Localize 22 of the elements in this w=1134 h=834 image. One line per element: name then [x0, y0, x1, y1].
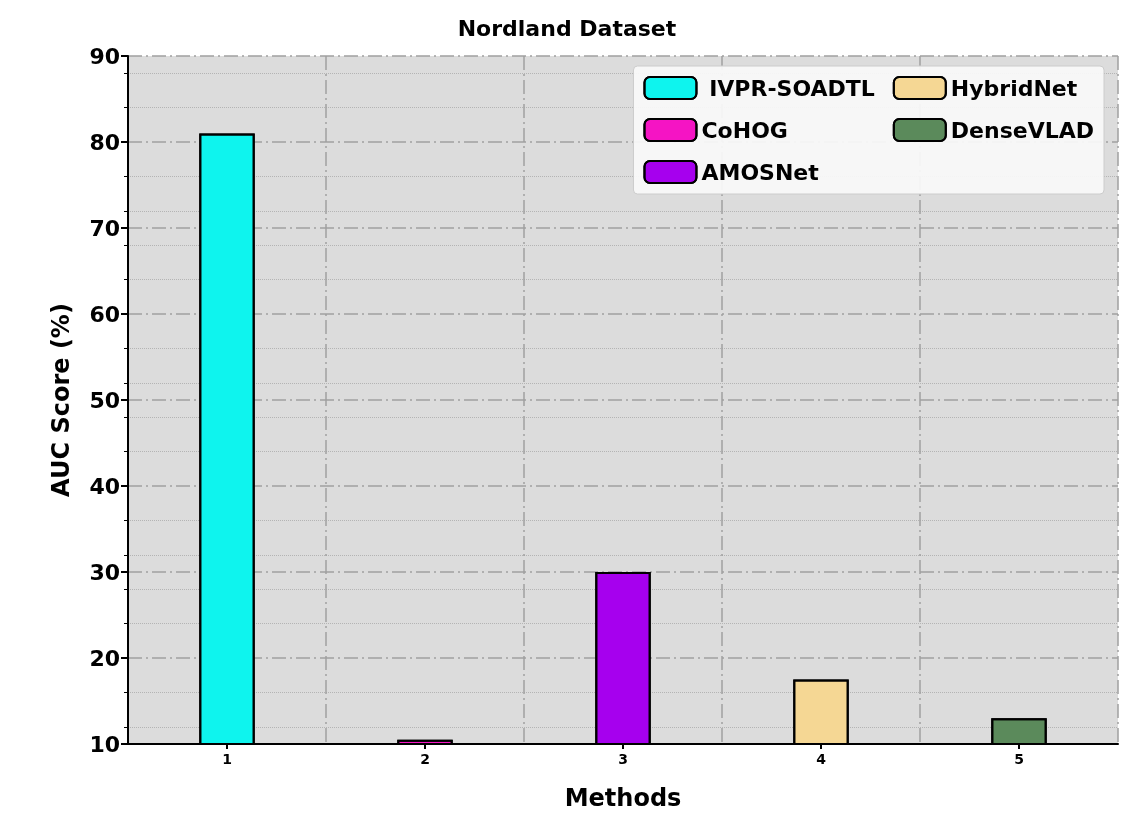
y-tick-label: 70 [89, 215, 120, 241]
legend-label: HybridNet [950, 75, 1078, 101]
chart-title: Nordland Dataset [457, 15, 677, 41]
y-tick-label: 30 [89, 559, 120, 585]
y-tick-label: 50 [89, 387, 120, 413]
x-tick-label: 4 [816, 751, 827, 767]
y-axis-title: AUC Score (%) [47, 303, 75, 497]
x-tick-label: 1 [222, 751, 232, 767]
x-tick-label: 5 [1014, 751, 1024, 767]
legend-label: IVPR-SOADTL [701, 75, 875, 101]
legend-label: DenseVLAD [950, 117, 1095, 143]
y-tick-label: 80 [89, 129, 120, 155]
x-tick-label: 2 [420, 751, 430, 767]
y-tick-label: 90 [89, 43, 120, 69]
legend-label: CoHOG [701, 117, 788, 143]
y-tick-label: 20 [89, 645, 120, 671]
y-tick-label: 10 [89, 731, 120, 757]
y-tick-label: 40 [89, 473, 120, 499]
legend-label: AMOSNet [701, 159, 820, 185]
y-tick-label: 60 [89, 301, 120, 327]
x-tick-label: 3 [618, 751, 628, 767]
x-axis-title: Methods [564, 784, 682, 812]
